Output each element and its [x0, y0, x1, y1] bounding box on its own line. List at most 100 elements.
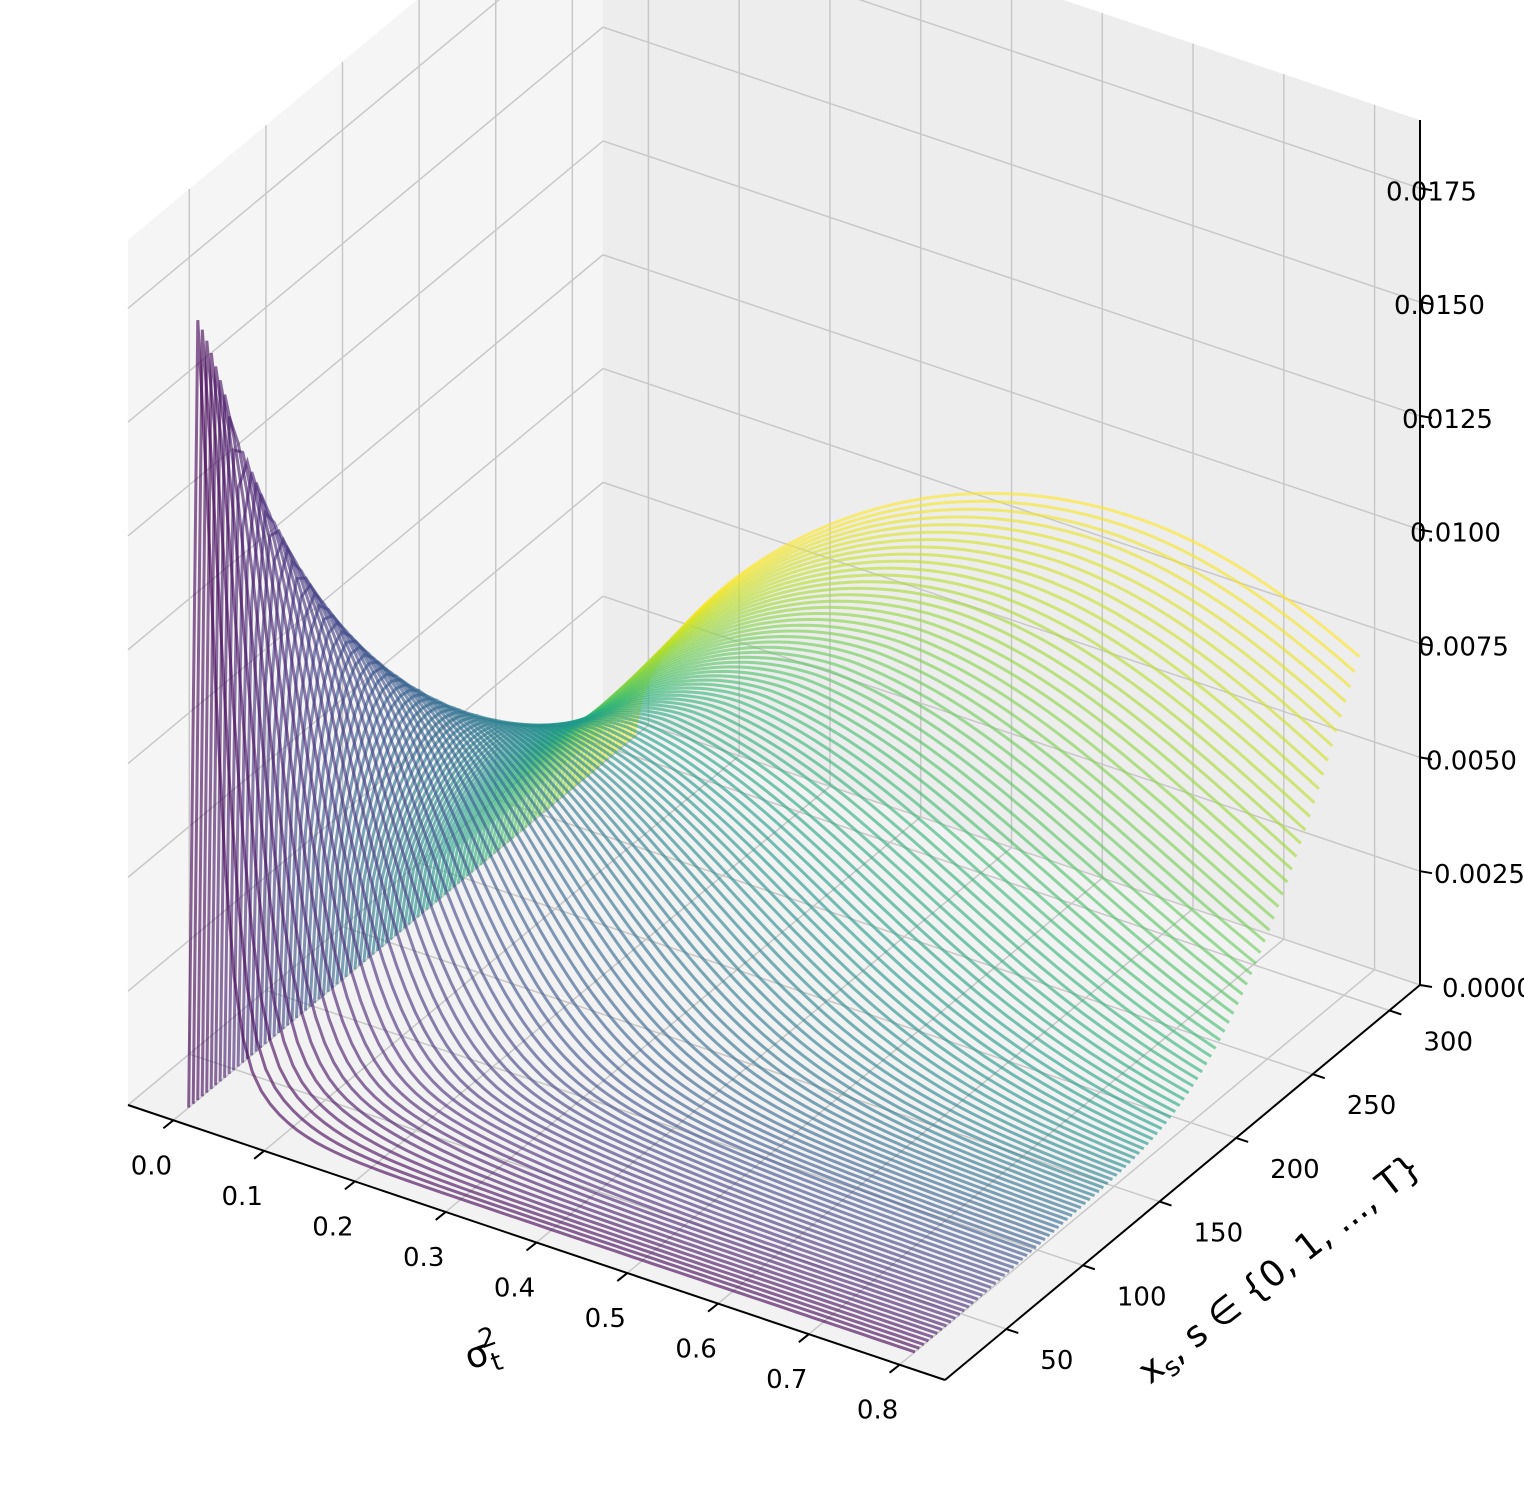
series-line	[348, 701, 1077, 1214]
series-line	[609, 530, 1338, 758]
x-tick-mark	[616, 1272, 628, 1282]
series-line	[582, 573, 1311, 818]
series-line	[591, 559, 1320, 790]
z-tick-label: 0.0075	[1418, 633, 1509, 663]
z-gridline-left	[127, 595, 604, 992]
x-tick-mark	[798, 1333, 810, 1343]
series-line	[532, 640, 1262, 954]
series-line	[339, 692, 1069, 1222]
z-gridline-back	[602, 140, 1421, 417]
series-line	[241, 493, 970, 1309]
z-gridline-back	[858, 0, 1421, 190]
y-tick-mark	[1005, 1328, 1019, 1334]
x-gridline-floor	[263, 755, 740, 1152]
x-axis-label: σt2	[457, 1321, 510, 1386]
series-line	[371, 715, 1100, 1194]
z-gridline-back	[602, 595, 1421, 872]
series-line	[299, 639, 1028, 1258]
series-line	[308, 652, 1037, 1250]
series-line	[259, 544, 988, 1293]
y-tick-label: 300	[1423, 1028, 1473, 1058]
z-tick-mark	[1419, 528, 1433, 533]
x-tick-label: 0.0	[131, 1151, 172, 1181]
series-line	[290, 620, 1019, 1266]
series-line	[303, 644, 1033, 1254]
series-line	[344, 696, 1073, 1218]
series-line	[631, 491, 1361, 739]
series-line	[191, 329, 920, 1350]
series-line	[573, 586, 1302, 845]
series-line	[366, 713, 1096, 1198]
z-tick-mark	[1419, 414, 1433, 419]
y-tick-mark	[1389, 1009, 1402, 1016]
x-tick-label: 0.4	[494, 1274, 535, 1304]
z-gridline-back	[602, 709, 1421, 986]
x-gridline-floor	[626, 877, 1103, 1274]
z-tick-label: 0.0000	[1442, 974, 1524, 1004]
z-tick-mark	[1419, 642, 1433, 647]
z-gridline-back	[602, 254, 1421, 531]
data-series	[187, 320, 1361, 1354]
series-line	[245, 508, 974, 1305]
series-line	[254, 536, 983, 1297]
series-line	[541, 629, 1271, 932]
series-line	[205, 366, 934, 1339]
y-tick-mark	[1312, 1073, 1326, 1080]
series-line	[321, 672, 1051, 1238]
y-tick-label: 150	[1194, 1219, 1244, 1249]
x-tick-mark	[525, 1241, 538, 1252]
series-line	[196, 340, 925, 1346]
series-line	[362, 710, 1091, 1202]
series-line	[223, 448, 952, 1324]
series-line	[272, 582, 1001, 1282]
x-tick-mark	[253, 1150, 265, 1160]
x-gridline-floor	[354, 785, 831, 1182]
x-tick-label: 0.8	[857, 1396, 898, 1426]
axis-lines	[127, 120, 1433, 1381]
series-line	[330, 682, 1060, 1230]
y-tick-label: 50	[1040, 1346, 1073, 1376]
z-tick-mark	[1419, 870, 1433, 875]
series-line	[232, 471, 961, 1316]
series-line	[317, 665, 1046, 1242]
z-tick-mark	[1419, 301, 1433, 306]
series-line	[335, 688, 1064, 1226]
series-line	[294, 629, 1024, 1262]
x-gridline-floor	[899, 969, 1376, 1366]
y-tick-mark	[1235, 1136, 1249, 1143]
x-tick-label: 0.5	[585, 1304, 626, 1334]
y-tick-label: 100	[1117, 1282, 1167, 1312]
y-tick-label: 250	[1347, 1091, 1397, 1121]
series-line	[546, 623, 1275, 920]
z-tick-mark	[1419, 756, 1433, 761]
y-tick-label: 200	[1270, 1155, 1320, 1185]
series-line	[187, 320, 916, 1354]
series-line	[600, 545, 1329, 765]
series-line	[564, 599, 1294, 871]
z-tick-label: 0.0025	[1434, 860, 1524, 890]
x-tick-mark	[888, 1363, 901, 1374]
y-axis-line	[944, 984, 1421, 1381]
x-tick-mark	[344, 1180, 356, 1191]
series-line	[618, 515, 1347, 750]
series-line	[200, 352, 929, 1343]
z-tick-mark	[1419, 984, 1433, 988]
series-line	[227, 456, 956, 1320]
z-tick-label: 0.0100	[1410, 519, 1501, 549]
series-line	[555, 611, 1284, 896]
z-tick-label: 0.0050	[1426, 746, 1517, 776]
series-line	[268, 576, 997, 1286]
series-line	[250, 528, 979, 1301]
tick-labels: 0.0 0.1 0.2 0.3 0.4 0.5 0.6 0.7 0.8 50 100 150 200 25…	[131, 177, 1524, 1425]
series-line	[357, 707, 1087, 1206]
series-line	[577, 580, 1307, 832]
x-tick-label: 0.7	[766, 1365, 807, 1395]
x-tick-label: 0.2	[312, 1212, 353, 1242]
z-tick-mark	[1419, 187, 1433, 192]
x-tick-mark	[435, 1211, 447, 1221]
y-gridline-floor	[418, 862, 1237, 1139]
y-tick-mark	[1159, 1200, 1172, 1207]
z-gridline-back	[602, 481, 1421, 759]
x-tick-mark	[162, 1119, 175, 1130]
